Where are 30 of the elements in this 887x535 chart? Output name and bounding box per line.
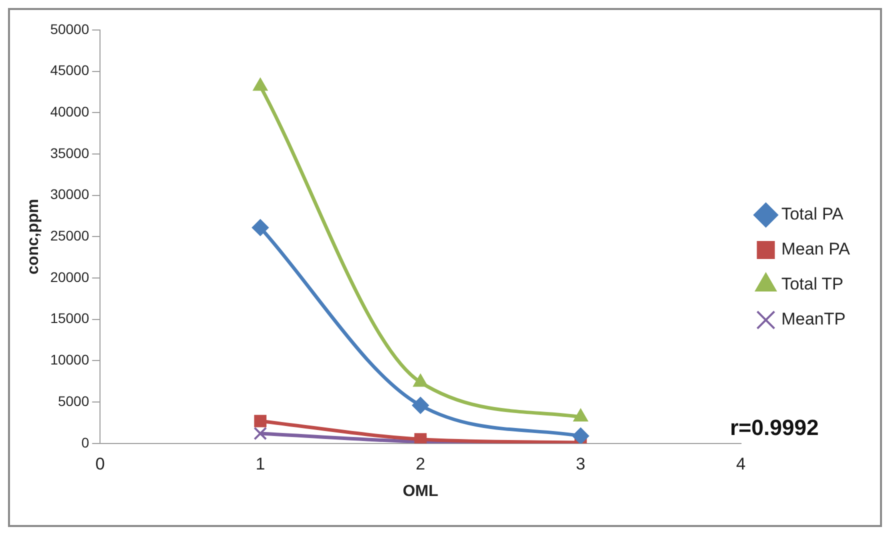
y-tick-label: 10000 [50,352,90,368]
point [252,78,268,91]
point [254,414,266,428]
legend-label: Total PA [781,204,844,224]
y-tick-label: 50000 [50,20,90,37]
y-axis-title: conc,ppm [25,198,42,274]
x-tick-label: 0 [95,454,105,474]
y-tick-label: 25000 [50,228,90,244]
x-tick-label: 4 [736,454,746,474]
point [573,408,588,422]
legend-label: Mean PA [781,240,851,259]
x-tick-label: 1 [256,454,266,474]
y-tick-label: 40000 [50,104,90,120]
y-tick-label: 30000 [50,186,90,202]
x-axis-title: OML [402,482,438,500]
y-tick-label: 5000 [58,392,90,409]
point [254,426,267,440]
point [572,427,590,444]
legend-label: Total TP [781,274,844,294]
x-tick-label: 2 [416,454,426,474]
y-tick-label: 35000 [50,144,90,161]
y-tick-label: 20000 [50,268,90,285]
y-tick-label: 45000 [50,62,90,78]
annotation: r=0.9992 [730,415,819,441]
y-tick-label: 0 [81,434,90,450]
point [412,396,429,414]
y-tick-label: 15000 [50,310,90,326]
x-tick-label: 3 [576,454,586,474]
legend-label: MeanTP [781,310,846,329]
point [413,374,428,387]
